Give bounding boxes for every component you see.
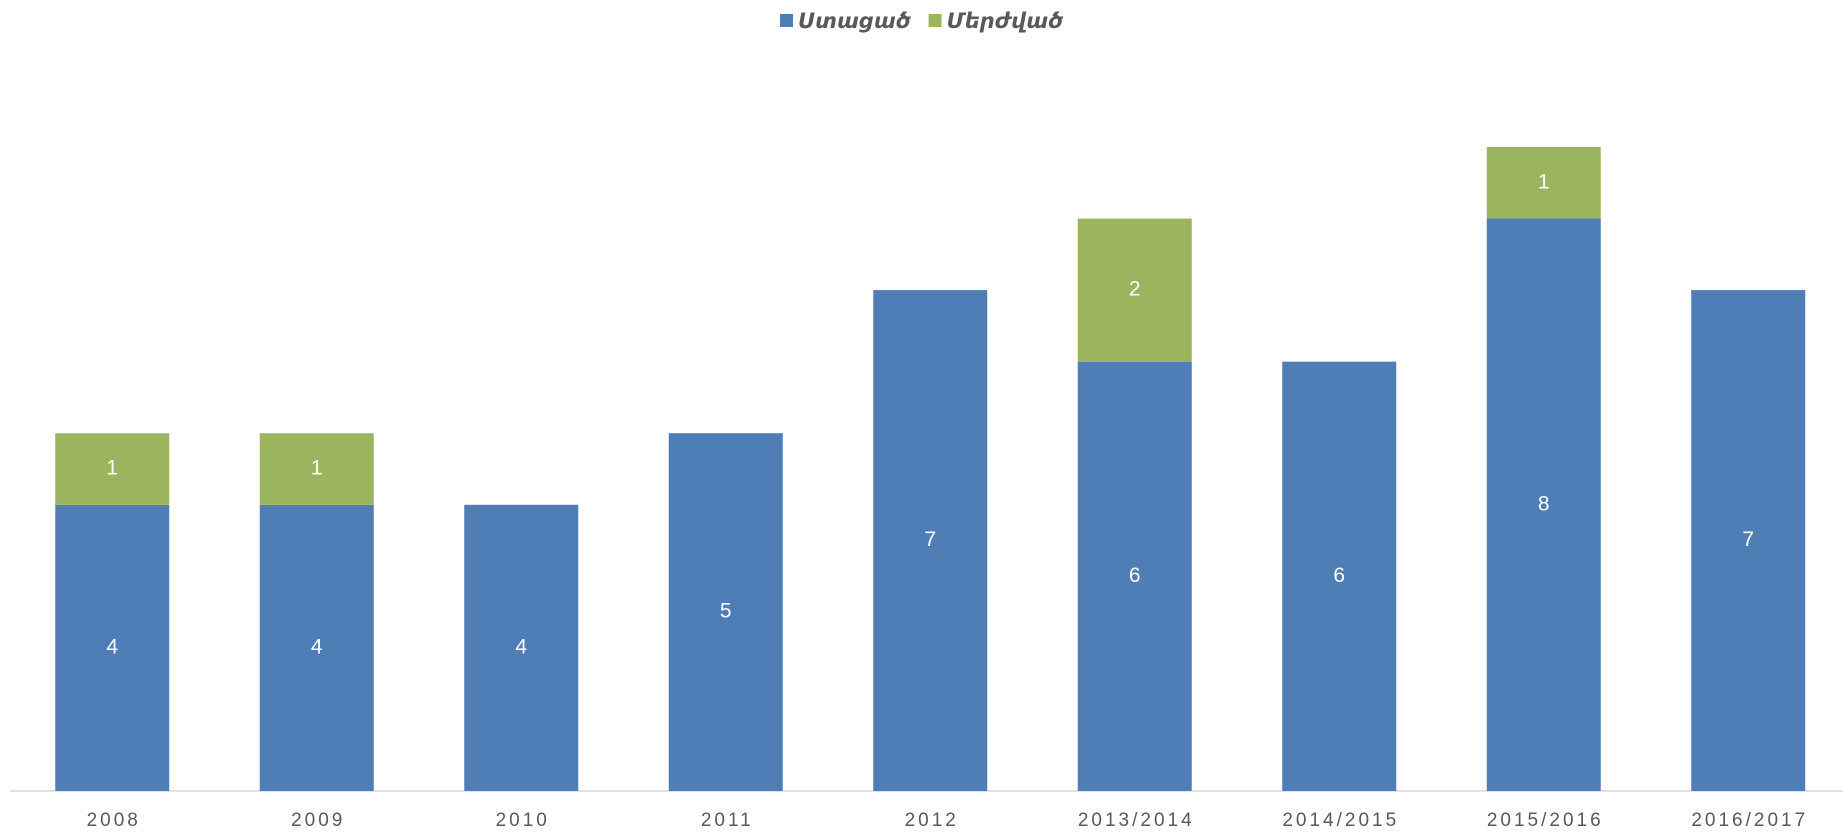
bar-segment bbox=[259, 504, 374, 791]
bar-segment bbox=[873, 290, 988, 791]
x-tick-label: 2016/2017 bbox=[1691, 810, 1808, 831]
legend-swatch bbox=[780, 14, 794, 27]
data-label: 1 bbox=[106, 457, 118, 480]
data-label: 5 bbox=[720, 600, 732, 623]
data-label: 4 bbox=[106, 635, 118, 658]
bar-segment bbox=[259, 433, 374, 505]
x-tick-label: 2013/2014 bbox=[1078, 810, 1195, 831]
data-label: 1 bbox=[1538, 170, 1550, 193]
x-tick-label: 2011 bbox=[701, 810, 754, 831]
data-label: 2 bbox=[1129, 278, 1141, 301]
bar-segment bbox=[1691, 290, 1806, 791]
bar-segment bbox=[1486, 147, 1601, 219]
x-tick-label: 2008 bbox=[87, 810, 141, 831]
bar-segment bbox=[1077, 361, 1192, 791]
bar-segment bbox=[55, 504, 170, 791]
data-label: 7 bbox=[924, 528, 936, 551]
bar-segment bbox=[1077, 218, 1192, 362]
x-tick-label: 2015/2016 bbox=[1487, 810, 1604, 831]
legend: Ստացած Մերժված bbox=[780, 9, 1064, 33]
data-label: 8 bbox=[1538, 492, 1550, 515]
data-label: 4 bbox=[515, 635, 527, 658]
data-label: 1 bbox=[311, 457, 323, 480]
bar-segment bbox=[1486, 218, 1601, 792]
bar-segment bbox=[55, 433, 170, 505]
legend-swatch bbox=[928, 14, 942, 27]
x-tick-label: 2009 bbox=[291, 810, 345, 831]
data-label: 6 bbox=[1129, 564, 1141, 587]
legend-label: Մերժված bbox=[947, 9, 1064, 33]
x-tick-label: 2014/2015 bbox=[1282, 810, 1399, 831]
bar-segment bbox=[1282, 361, 1397, 791]
data-label: 6 bbox=[1333, 564, 1345, 587]
bar-segment bbox=[668, 433, 783, 791]
data-label: 7 bbox=[1742, 528, 1754, 551]
legend-label: Ստացած bbox=[798, 9, 912, 33]
x-tick-label: 2012 bbox=[905, 810, 959, 831]
x-tick-label: 2010 bbox=[496, 810, 550, 831]
data-label: 4 bbox=[311, 635, 323, 658]
bar-segment bbox=[464, 504, 579, 791]
